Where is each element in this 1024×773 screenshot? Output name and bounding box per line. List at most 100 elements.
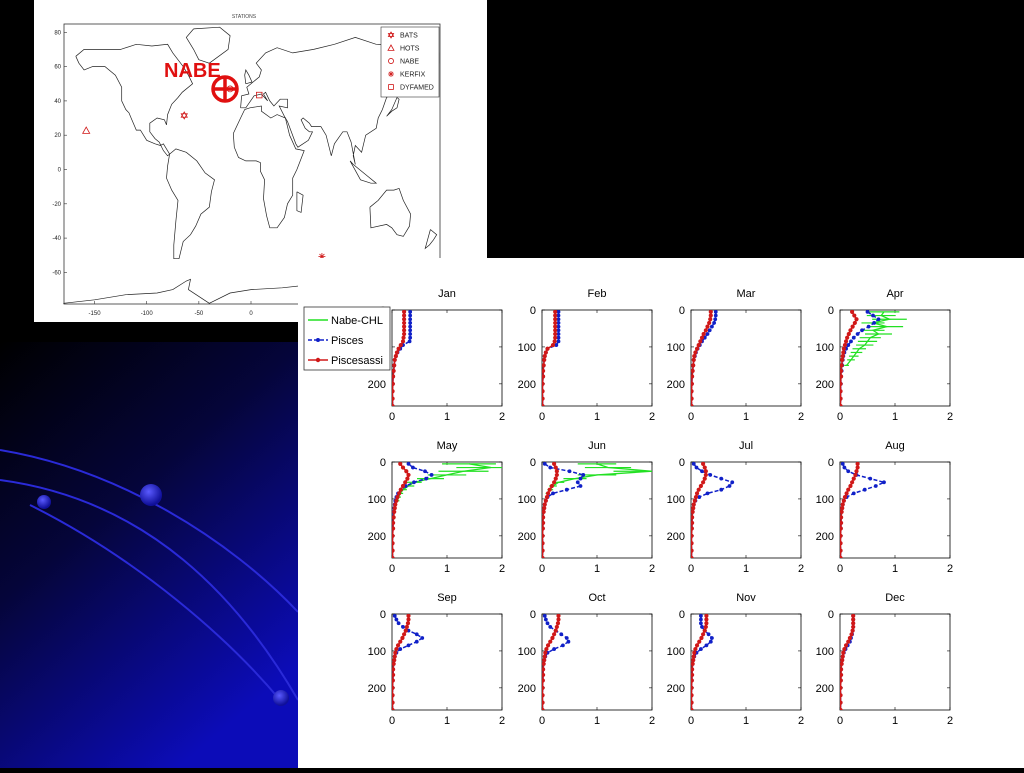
- triangle-icon: [387, 44, 395, 51]
- series-piscesassi-point: [542, 707, 545, 710]
- xtick-label: 1: [743, 563, 749, 575]
- ytick-label: 100: [368, 646, 386, 658]
- profiles-figure: Jan0120100200Feb0120100200Mar0120100200A…: [303, 288, 953, 727]
- series-pisces-point: [408, 324, 413, 329]
- series-piscesassi-point: [840, 533, 843, 538]
- series-piscesassi-point: [850, 628, 855, 633]
- series-piscesassi-point: [402, 310, 407, 314]
- chart-legend-label: Nabe-CHL: [331, 315, 383, 327]
- series-piscesassi-point: [840, 396, 843, 401]
- series-piscesassi-point: [392, 381, 395, 386]
- coastlines: [63, 26, 440, 304]
- panel-frame: [541, 613, 653, 711]
- xtick-label: 0: [688, 411, 694, 423]
- series-pisces-point: [699, 617, 703, 622]
- triangle-shape: [387, 44, 395, 51]
- series-piscesassi-point: [844, 491, 849, 496]
- series-piscesassi-point: [403, 480, 408, 485]
- panel-jun: Jun 0 1 2 0 100 200: [518, 440, 655, 575]
- ytick-label: 200: [368, 531, 386, 543]
- series-piscesassi-point: [393, 354, 398, 359]
- series-piscesassi-point: [392, 667, 396, 672]
- series-pisces-point: [712, 321, 716, 325]
- series-piscesassi-point: [840, 654, 845, 659]
- series-pisces-point: [551, 491, 555, 496]
- series-pisces-point: [694, 465, 699, 470]
- map-legend: BATS HOTS NABE KERFIX DYFAMED: [380, 26, 440, 98]
- ytick-label: 0: [679, 457, 685, 469]
- series-pisces-point: [706, 632, 711, 637]
- series-piscesassi-point: [704, 617, 709, 622]
- series-piscesassi-point: [404, 469, 409, 474]
- series-piscesassi-point: [542, 548, 545, 553]
- series-pisces-point: [705, 332, 710, 336]
- series-pisces-point: [408, 317, 413, 322]
- panel-plot-area: [840, 614, 856, 710]
- series-pisces-point: [691, 462, 696, 466]
- series-pisces-point: [552, 647, 556, 651]
- series-piscesassi-point: [703, 328, 708, 333]
- series-piscesassi-point: [393, 650, 398, 655]
- series-piscesassi-point: [552, 480, 557, 485]
- series-piscesassi-point: [545, 346, 550, 351]
- series-piscesassi-point: [840, 363, 844, 368]
- chart-legend-label: Piscesassi: [331, 355, 383, 367]
- series-piscesassi-point: [840, 658, 845, 663]
- panel-plot-area: [542, 614, 571, 710]
- chart-legend: Nabe-CHL Pisces Piscesassi: [303, 306, 391, 371]
- map-legend-label: KERFIX: [400, 72, 426, 79]
- series-piscesassi-point: [840, 403, 843, 406]
- panel-plot-area: [691, 310, 718, 406]
- series-piscesassi-point: [553, 328, 558, 333]
- series-piscesassi-point: [553, 628, 558, 633]
- decorative-orb: [140, 484, 162, 506]
- xtick-label: 1: [743, 411, 749, 423]
- series-piscesassi-point: [853, 472, 858, 478]
- series-pisces-point: [581, 473, 586, 477]
- xtick-label: 0: [539, 411, 545, 423]
- series-piscesassi-point: [548, 639, 553, 644]
- series-pisces-point: [408, 313, 413, 318]
- series-piscesassi-point: [405, 476, 410, 481]
- series-piscesassi-point: [691, 396, 694, 401]
- series-pisces-point: [406, 462, 411, 466]
- map-xtick-label: 0: [249, 311, 253, 317]
- series-piscesassi-point: [400, 635, 405, 641]
- series-piscesassi-point: [707, 320, 712, 326]
- series-piscesassi-point: [392, 509, 397, 514]
- xtick-label: 2: [499, 411, 505, 423]
- series-piscesassi-point: [852, 320, 857, 326]
- series-piscesassi-point: [691, 363, 696, 368]
- series-piscesassi-point: [544, 646, 549, 652]
- coastline-shape: [349, 160, 378, 184]
- series-piscesassi-point: [840, 667, 844, 672]
- decorative-arc: [0, 449, 299, 613]
- series-pisces-point: [559, 632, 564, 637]
- station-marker-bats: [180, 111, 188, 120]
- series-piscesassi-point: [691, 555, 694, 558]
- ytick-label: 0: [679, 305, 685, 317]
- series-piscesassi-point: [392, 363, 397, 368]
- panel-title: Mar: [737, 288, 756, 300]
- series-piscesassi-point: [542, 357, 547, 362]
- series-piscesassi-point: [542, 515, 546, 520]
- panel-title: Nov: [736, 592, 756, 604]
- series-piscesassi-point: [542, 526, 545, 531]
- series-piscesassi-point: [840, 502, 845, 507]
- map-xtick-label: -100: [141, 311, 154, 317]
- series-pisces-point: [699, 621, 703, 626]
- series-piscesassi-point: [543, 350, 548, 355]
- series-piscesassi-point: [691, 520, 695, 526]
- series-piscesassi-point: [396, 346, 401, 351]
- series-pisces-point: [543, 617, 548, 622]
- series-pisces-point: [719, 476, 724, 481]
- series-piscesassi-point: [554, 469, 559, 474]
- series-piscesassi-point: [553, 320, 558, 326]
- series-piscesassi-point: [840, 374, 844, 379]
- monthly-profiles-chart: Jan0120100200Feb0120100200Mar0120100200A…: [298, 258, 1024, 768]
- series-piscesassi-point: [692, 354, 697, 359]
- series-piscesassi-point: [553, 310, 558, 314]
- panel-frame: [690, 613, 802, 711]
- series-piscesassi-point: [392, 678, 395, 683]
- series-piscesassi-point: [840, 381, 843, 386]
